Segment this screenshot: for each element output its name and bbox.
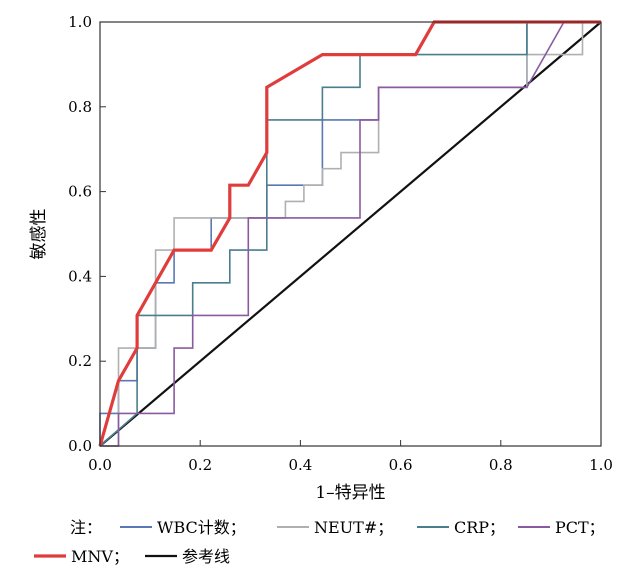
x-tick-label: 1.0	[589, 456, 613, 474]
y-tick-label: 0.6	[68, 183, 92, 201]
series-line-5	[99, 21, 602, 447]
series-line-2	[99, 21, 601, 447]
series-line-4	[98, 20, 601, 447]
legend-label-5: 参考线	[182, 547, 230, 566]
plot-frame	[99, 21, 602, 447]
legend: 注： WBC计数； NEUT#； CRP； PCT； MNV； 参考线	[34, 518, 605, 566]
y-tick-label: 0.2	[68, 352, 92, 370]
legend-label-1: NEUT#；	[314, 518, 393, 537]
x-tick-label: 0.0	[88, 456, 112, 474]
y-tick-label: 1.0	[68, 13, 92, 31]
legend-label-4: MNV；	[71, 547, 129, 566]
y-axis-title: 敏感性	[29, 209, 49, 260]
y-tick-label: 0.8	[68, 98, 92, 116]
y-tick-label: 0.0	[68, 437, 92, 455]
legend-prefix: 注：	[70, 518, 102, 537]
x-tick-label: 0.6	[389, 456, 413, 474]
x-tick-label: 0.4	[288, 456, 312, 474]
legend-label-3: PCT；	[555, 518, 605, 537]
axis-ticks: 0.0 0.2 0.4 0.6 0.8 1.0 0.0 0.2 0.4 0.6 0.8 1.0	[68, 13, 613, 474]
x-tick-label: 0.8	[489, 456, 513, 474]
legend-label-0: WBC计数；	[157, 518, 246, 537]
y-tick-label: 0.4	[68, 267, 92, 285]
plot-lines	[98, 20, 602, 447]
legend-label-2: CRP；	[454, 518, 505, 537]
series-line-3	[100, 21, 601, 447]
x-axis-title: 1–特异性	[315, 483, 385, 503]
x-tick-label: 0.2	[188, 456, 212, 474]
